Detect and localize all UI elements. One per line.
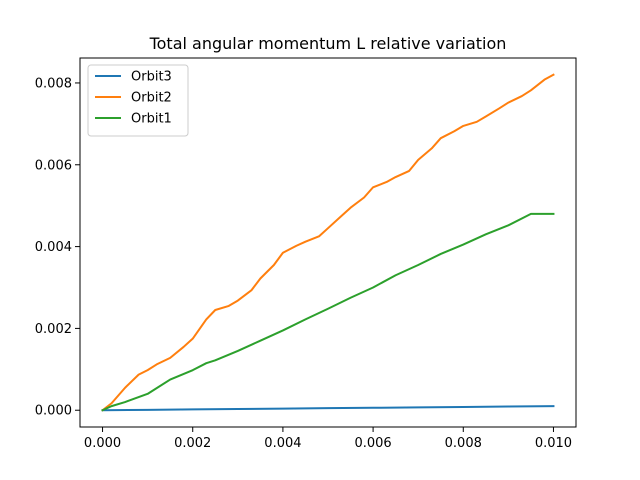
series-line-orbit1 — [101, 212, 555, 412]
series-line-orbit3 — [101, 405, 555, 412]
y-tick-label: 0.002 — [35, 322, 72, 337]
axes-frame — [79, 57, 577, 428]
y-tick-label: 0.008 — [35, 76, 72, 91]
x-tick-label: 0.006 — [354, 436, 391, 451]
legend: Orbit3 Orbit2 Orbit1 — [87, 64, 189, 137]
legend-label-orbit3: Orbit3 — [131, 70, 172, 85]
y-tick-label: 0.004 — [35, 240, 72, 255]
x-tick-label: 0.008 — [445, 436, 482, 451]
x-tick-label: 0.000 — [84, 436, 121, 451]
chart-title: Total angular momentum L relative variat… — [149, 34, 507, 53]
y-tick-label: 0.006 — [35, 158, 72, 173]
y-tick-label: 0.000 — [35, 404, 72, 419]
series-line-orbit2 — [101, 73, 555, 412]
plot-area — [101, 73, 555, 412]
legend-label-orbit2: Orbit2 — [131, 91, 172, 106]
x-tick-label: 0.010 — [535, 436, 572, 451]
x-tick-label: 0.004 — [264, 436, 301, 451]
legend-label-orbit1: Orbit1 — [131, 112, 172, 127]
axes: 0.000 0.002 0.004 0.006 0.008 0.010 0.000 0.002… — [35, 57, 577, 451]
x-tick-label: 0.002 — [174, 436, 211, 451]
